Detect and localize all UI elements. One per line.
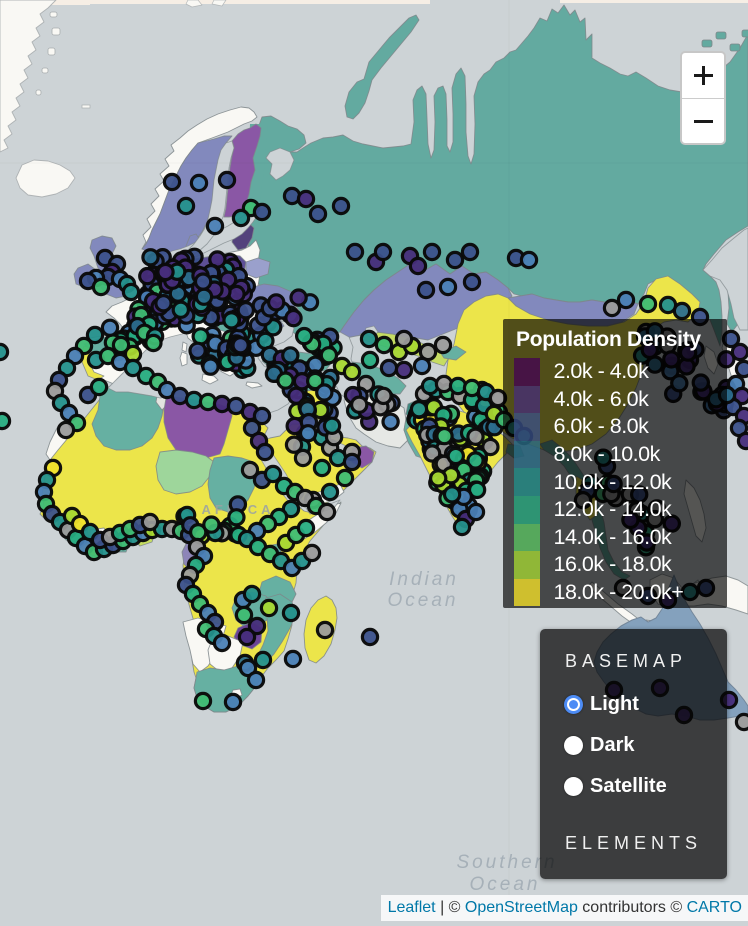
svg-text:Ocean: Ocean xyxy=(470,874,541,895)
svg-text:Southern: Southern xyxy=(456,852,557,873)
svg-text:Indian: Indian xyxy=(389,569,459,590)
svg-text:Ocean: Ocean xyxy=(388,590,459,611)
